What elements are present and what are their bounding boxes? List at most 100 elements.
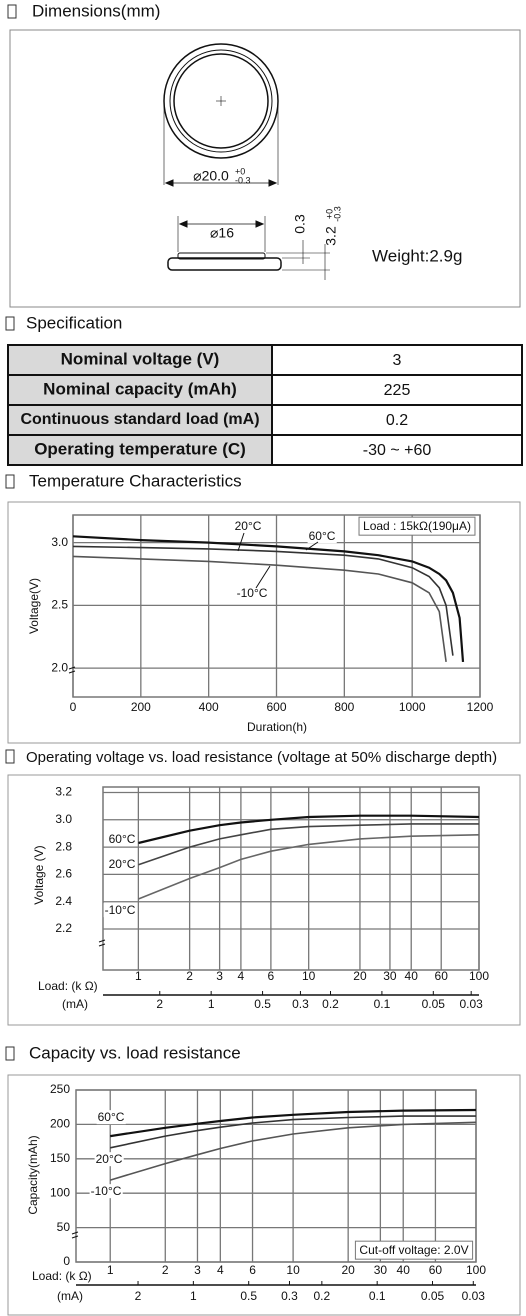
x-tick-label: 4 [217,1263,224,1277]
y-tick-label: 3.2 [55,785,72,799]
x-axis-label: Duration(h) [247,720,307,734]
x-tick-label: 800 [334,700,354,714]
heading: Temperature Characteristics [29,471,242,490]
heading-icon [5,1046,15,1061]
x2-tick-label: 0.1 [369,1289,386,1303]
x2-tick-label: 0.05 [421,1289,445,1303]
x-tick-label: 0 [70,700,77,714]
x-axis-label: Load: (k Ω) [38,979,98,993]
x-tick-label: 20 [341,1263,355,1277]
y-tick-label: 2.8 [55,839,72,853]
series-label: 60°C [109,832,136,846]
x2-tick-label: 1 [190,1289,197,1303]
y-tick-label: 150 [50,1151,70,1165]
series-label: -10°C [91,1184,122,1198]
heading-icon [5,316,15,331]
label-bg [107,832,137,847]
x2-tick-label: 0.05 [422,997,446,1011]
x2-tick-label: 2 [135,1289,142,1303]
series-line [110,1115,476,1149]
x-tick-label: 6 [268,969,275,983]
dimension-box [9,29,521,308]
x-tick-label: 1000 [399,700,426,714]
x-tick-label: 2 [162,1263,169,1277]
x2-axis-label: (mA) [57,1289,83,1303]
x-tick-label: 6 [249,1263,256,1277]
chart-box [7,501,521,744]
heading: Dimensions(mm) [32,1,160,20]
x2-tick-label: 0.03 [462,1289,486,1303]
y-axis-label: Capacity(mAh) [26,1135,40,1214]
leader-line [305,541,319,551]
series-label: 20°C [109,857,136,871]
spec-value: -30 ~ +60 [363,442,432,459]
y-tick-label: 200 [50,1117,70,1131]
x-tick-label: 1200 [467,700,494,714]
heading: Capacity vs. load resistance [29,1043,241,1062]
x-tick-label: 30 [374,1263,388,1277]
x-tick-label: 100 [469,969,489,983]
x2-tick-label: 2 [156,997,163,1011]
annotation: Cut-off voltage: 2.0V [359,1243,468,1257]
heading-icon [5,749,15,764]
heading-icon [5,474,15,489]
series-line [138,823,479,866]
series-label: 20°C [96,1152,123,1166]
spec-value: 0.2 [386,412,408,429]
chart-box [7,1074,521,1316]
spec-label: Nominal voltage (V) [61,349,220,368]
x-axis-label: Load: (k Ω) [32,1269,92,1283]
y-tick-label: 2.0 [51,660,68,674]
label-bg [107,857,137,872]
plot-frame [102,786,480,971]
x2-tick-label: 0.2 [314,1289,331,1303]
dimension-label: ⌀20.0 [193,168,229,184]
x-tick-label: 60 [435,969,449,983]
tolerance: -0.3 [235,175,251,185]
dimension-label: 3.2 [323,226,339,246]
y-tick-label: 100 [50,1185,70,1199]
leader-line [255,565,271,589]
series-line [109,1121,477,1181]
y-axis-label: Voltage (V) [32,845,46,904]
y-tick-label: 3.0 [51,535,68,549]
spec-value: 225 [384,382,411,399]
y-tick-label: 2.4 [55,894,72,908]
axis-break [71,1231,79,1239]
label-bg [235,586,269,601]
x-tick-label: 400 [199,700,219,714]
x-tick-label: 40 [405,969,419,983]
cell-drawing [163,43,330,280]
x2-tick-label: 0.1 [374,997,391,1011]
series-line [72,545,454,656]
series-line [138,834,480,900]
series-label: 20°C [235,519,262,533]
x-tick-label: 1 [107,1263,114,1277]
series-label: -10°C [237,586,268,600]
tolerance: +0 [324,209,334,219]
y-tick-label: 0 [63,1254,70,1268]
series-line [110,1108,477,1138]
x2-axis-label: (mA) [62,997,88,1011]
x2-tick-label: 0.03 [460,997,484,1011]
label-bg [89,1184,123,1199]
label-bg [96,1110,126,1125]
series-line [72,535,465,662]
y-tick-label: 2.2 [55,921,72,935]
y-tick-label: 2.5 [51,598,68,612]
x-tick-label: 60 [429,1263,443,1277]
axis-break [98,939,106,947]
x-tick-label: 600 [266,700,286,714]
series-line [138,814,480,845]
x-tick-label: 100 [466,1263,486,1277]
y-tick-label: 2.6 [55,867,72,881]
x-tick-label: 10 [302,969,316,983]
dimension-label: ⌀16 [210,225,234,241]
chart-box [7,774,521,1026]
x-tick-label: 200 [131,700,151,714]
label-bg [94,1152,124,1167]
x2-tick-label: 0.5 [254,997,271,1011]
spec-label: Nominal capacity (mAh) [43,379,237,398]
label-bg [307,529,337,544]
